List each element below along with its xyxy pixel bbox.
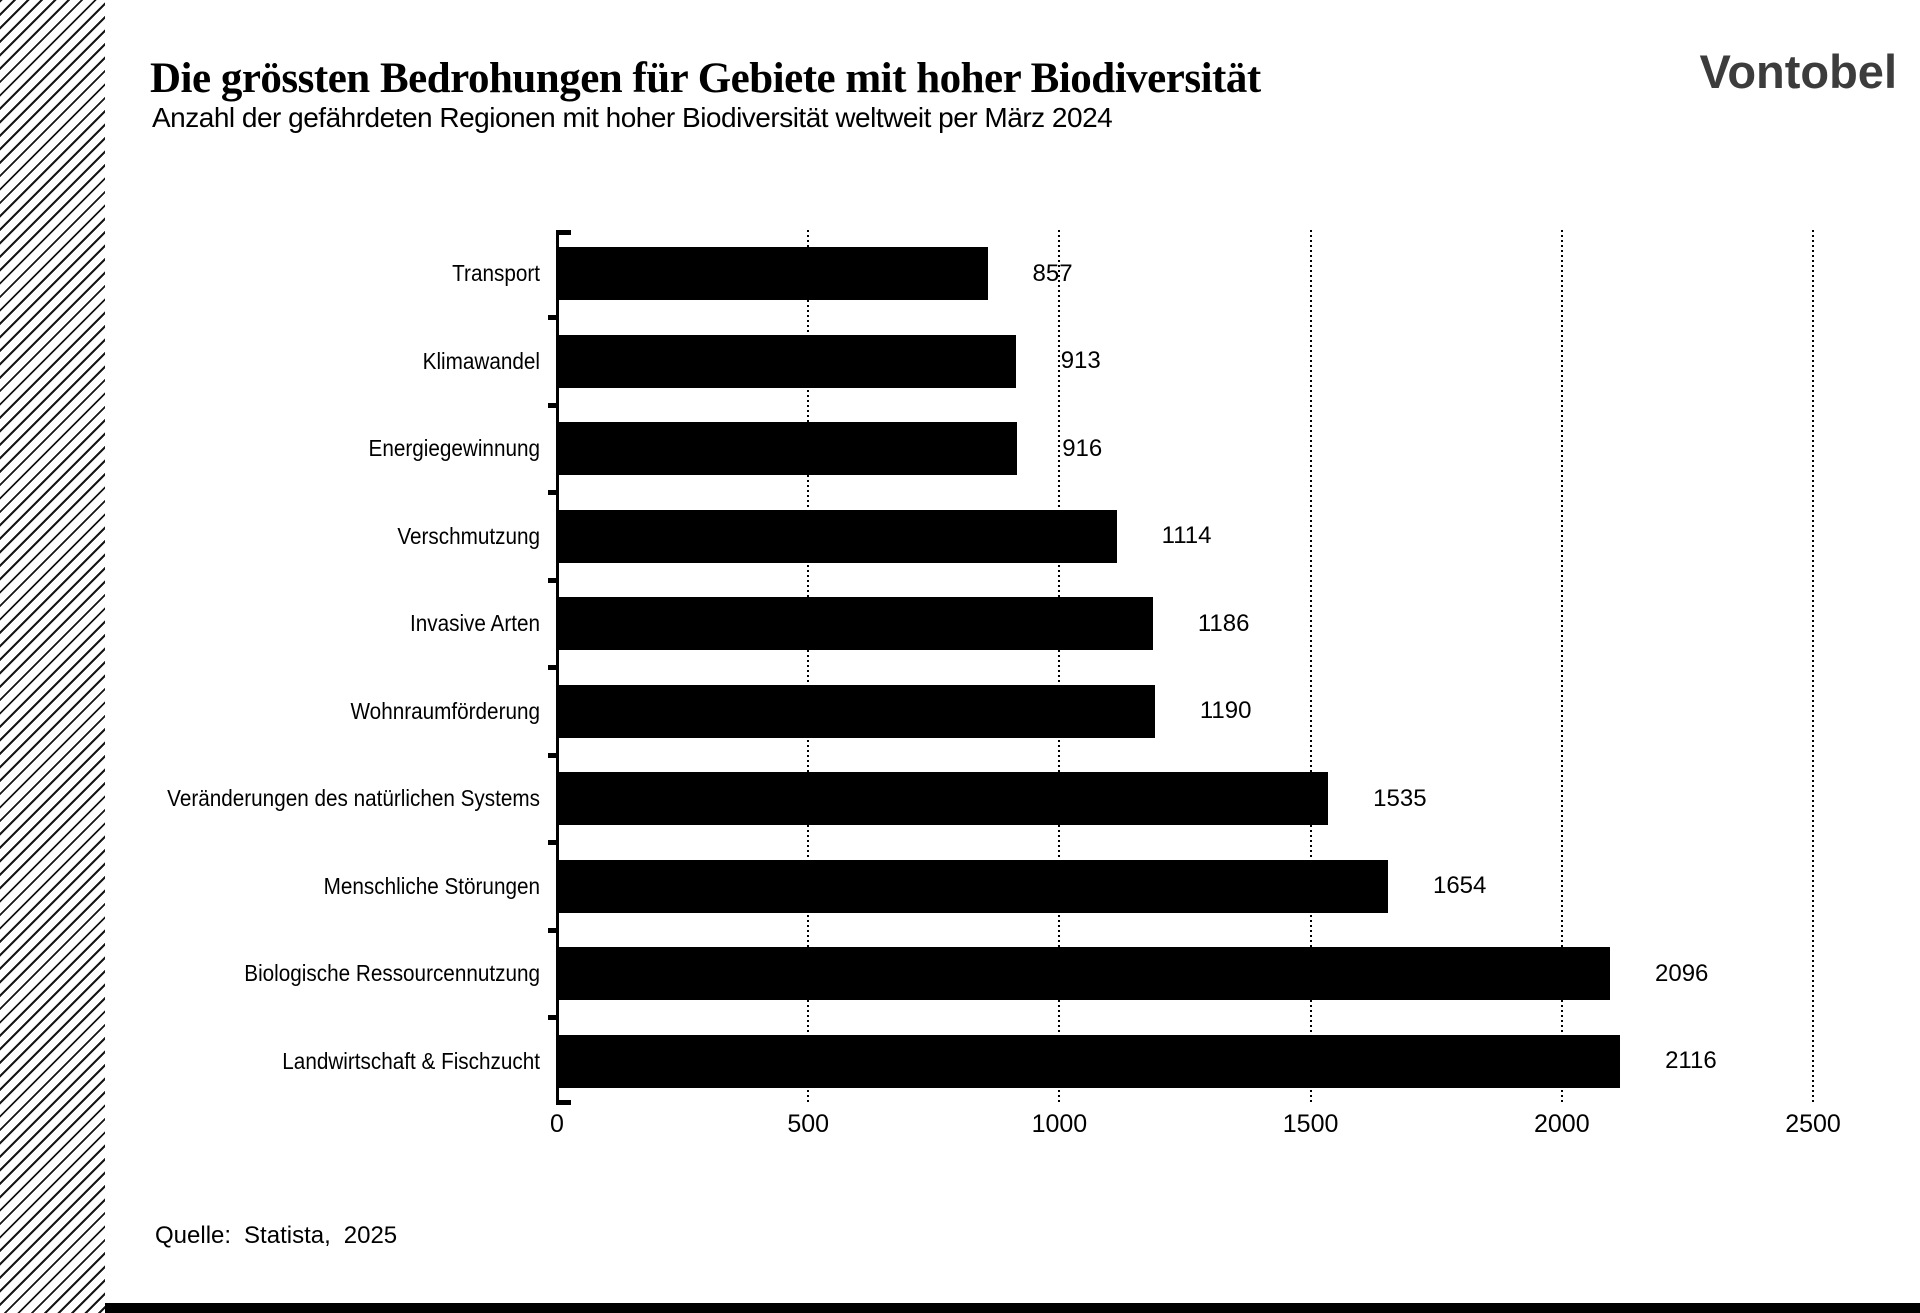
y-axis-line — [556, 230, 559, 1105]
category-label: Invasive Arten — [409, 610, 540, 637]
y-axis-tick — [548, 490, 557, 495]
category-label: Verschmutzung — [397, 522, 540, 549]
x-tick-label: 2500 — [1785, 1110, 1841, 1138]
category-label: Menschliche Störungen — [323, 872, 540, 899]
y-axis-tick — [548, 1015, 557, 1020]
category-label: Wohnraumförderung — [350, 697, 540, 724]
chart-title: Die grössten Bedrohungen für Gebiete mit… — [150, 55, 1261, 102]
value-label: 916 — [1062, 434, 1103, 462]
x-tick-label: 1500 — [1282, 1110, 1339, 1138]
gridline-500 — [807, 230, 810, 1105]
y-axis-tick — [548, 840, 557, 845]
bar — [557, 947, 1611, 1001]
bar — [557, 509, 1117, 563]
category-label: Klimawandel — [422, 347, 540, 374]
value-label: 1535 — [1373, 784, 1427, 812]
bar — [557, 859, 1388, 913]
y-axis-tick — [548, 577, 557, 583]
source-year: 2025 — [343, 1222, 398, 1249]
category-label: Transport — [452, 260, 540, 287]
source-note: Quelle: Statista, 2025 — [155, 1222, 397, 1250]
bar — [557, 772, 1329, 826]
category-label: Biologische Ressourcennutzung — [244, 960, 540, 987]
bar — [557, 334, 1016, 388]
category-label: Landwirtschaft & Fischzucht — [282, 1047, 540, 1074]
value-label: 1114 — [1161, 522, 1212, 550]
y-axis-end-cap — [557, 1100, 571, 1105]
bar — [557, 684, 1155, 738]
y-axis-tick — [548, 665, 557, 670]
category-label: Veränderungen des natürlichen Systems — [167, 785, 540, 812]
value-label: 1654 — [1432, 872, 1487, 900]
gridline-2500 — [1812, 230, 1814, 1105]
value-label: 2096 — [1655, 959, 1709, 987]
y-axis-tick — [548, 402, 557, 408]
value-label: 1186 — [1197, 609, 1250, 637]
value-label: 2116 — [1665, 1047, 1717, 1075]
gridline-2000 — [1560, 230, 1563, 1105]
bar — [557, 597, 1153, 651]
footer-bar-decoration — [105, 1303, 1920, 1313]
x-tick-label: 500 — [787, 1110, 830, 1138]
gridline-1500 — [1309, 230, 1312, 1105]
x-tick-label: 1000 — [1031, 1110, 1088, 1138]
bar — [557, 422, 1018, 476]
value-label: 913 — [1060, 347, 1101, 375]
bar — [557, 1034, 1621, 1088]
chart-subtitle: Anzahl der gefährdeten Regionen mit hohe… — [152, 102, 1113, 133]
gridline-1000 — [1058, 230, 1061, 1105]
value-label: 857 — [1032, 259, 1073, 287]
vontobel-logo: Vontobel — [1699, 45, 1897, 98]
value-label: 1190 — [1199, 697, 1252, 725]
y-axis-end-cap — [557, 230, 571, 235]
bar — [557, 247, 988, 301]
x-tick-label: 0 — [550, 1110, 564, 1138]
source-provider: Statista, — [244, 1222, 331, 1249]
diagonal-stripes-decoration — [0, 0, 105, 1313]
source-label: Quelle: — [155, 1222, 232, 1249]
y-axis-tick — [548, 752, 557, 758]
x-tick-label: 2000 — [1533, 1110, 1590, 1138]
y-axis-tick — [548, 927, 557, 933]
y-axis-tick — [548, 315, 557, 320]
category-label: Energiegewinnung — [368, 435, 540, 462]
